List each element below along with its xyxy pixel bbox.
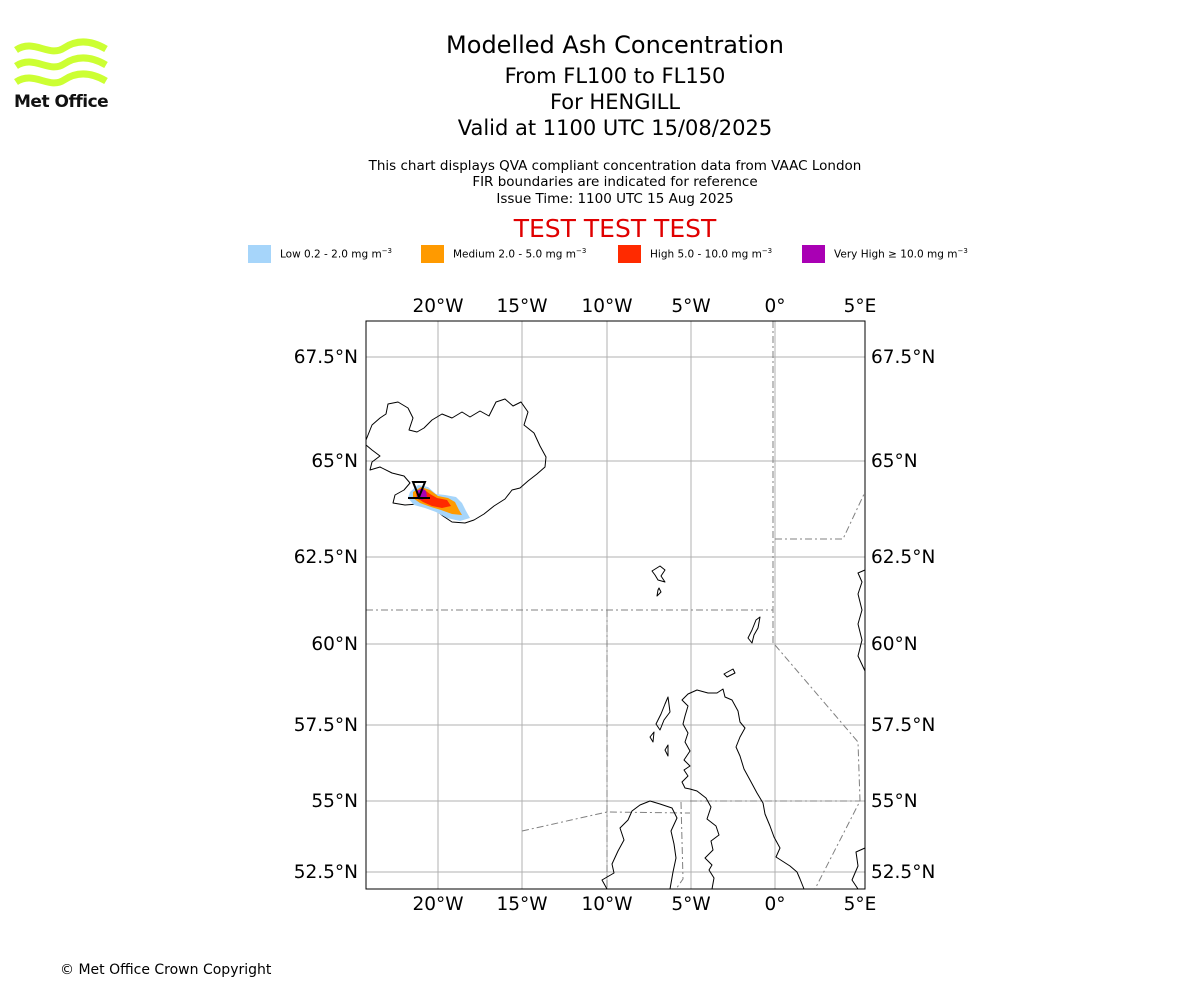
coast-orkney: [723, 668, 736, 678]
legend-item-medium: Medium 2.0 - 5.0 mg m−3: [421, 244, 586, 264]
chart-title: Modelled Ash Concentration: [446, 31, 784, 59]
lon-label-bottom-5w: 5°W: [671, 894, 710, 915]
coastlines: [365, 398, 866, 890]
lat-label-right-57-5n: 57.5°N: [871, 715, 935, 736]
lon-label-top-15w: 15°W: [496, 296, 547, 317]
lon-label-top-5e: 5°E: [844, 296, 877, 317]
met-office-logo: [14, 38, 108, 87]
coast-iceland: [365, 398, 547, 524]
coast-europe: [851, 847, 866, 890]
coast-shetland: [747, 616, 761, 644]
coast-faroe-islands: [651, 565, 666, 597]
lon-label-top-20w: 20°W: [412, 296, 463, 317]
lat-label-right-65n: 65°N: [871, 451, 918, 472]
lat-label-right-60n: 60°N: [871, 634, 918, 655]
legend-item-very-high: Very High ≥ 10.0 mg m−3: [802, 244, 968, 264]
lon-labels-bottom: 20°W 15°W 10°W 5°W 0° 5°E: [412, 894, 876, 915]
lon-label-bottom-20w: 20°W: [412, 894, 463, 915]
copyright-notice: © Met Office Crown Copyright: [60, 962, 272, 978]
lat-label-left-67-5n: 67.5°N: [294, 347, 358, 368]
volcano-name: For HENGILL: [549, 90, 681, 114]
lat-labels-left: 67.5°N 65°N 62.5°N 60°N 57.5°N 55°N 52.5…: [294, 347, 358, 883]
lat-label-right-67-5n: 67.5°N: [871, 347, 935, 368]
lat-label-left-60n: 60°N: [311, 634, 358, 655]
fir-boundary-irish: [675, 801, 684, 890]
legend-swatch-high: [618, 245, 641, 263]
fir-boundary-east: [774, 644, 861, 890]
lat-label-right-52-5n: 52.5°N: [871, 862, 935, 883]
legend-label-medium: Medium 2.0 - 5.0 mg m−3: [453, 247, 587, 261]
lat-label-left-65n: 65°N: [311, 451, 358, 472]
volcano-marker: [411, 481, 427, 500]
map-frame: [365, 320, 866, 890]
valid-time: Valid at 1100 UTC 15/08/2025: [457, 116, 773, 140]
lat-label-left-55n: 55°N: [311, 791, 358, 812]
lon-label-bottom-0: 0°: [764, 894, 785, 915]
lon-label-bottom-15w: 15°W: [496, 894, 547, 915]
graticule: [366, 321, 865, 889]
lon-label-bottom-10w: 10°W: [581, 894, 632, 915]
coast-norway: [857, 569, 866, 672]
ash-concentration-areas: [408, 485, 470, 521]
fir-boundary-northeast: [775, 491, 866, 540]
lat-label-right-55n: 55°N: [871, 791, 918, 812]
coast-hebrides: [649, 696, 671, 757]
fir-boundary-southwest: [521, 811, 691, 832]
lat-label-right-62-5n: 62.5°N: [871, 547, 935, 568]
legend-item-low: Low 0.2 - 2.0 mg m−3: [248, 244, 392, 264]
lon-labels-top: 20°W 15°W 10°W 5°W 0° 5°E: [412, 296, 876, 317]
lat-label-left-62-5n: 62.5°N: [294, 547, 358, 568]
lat-label-left-52-5n: 52.5°N: [294, 862, 358, 883]
flight-level-range: From FL100 to FL150: [504, 64, 726, 88]
legend-swatch-low: [248, 245, 271, 263]
lat-labels-right: 67.5°N 65°N 62.5°N 60°N 57.5°N 55°N 52.5…: [871, 347, 935, 883]
legend-swatch-medium: [421, 245, 444, 263]
lon-label-top-0: 0°: [764, 296, 785, 317]
legend-item-high: High 5.0 - 10.0 mg m−3: [618, 244, 772, 264]
fir-boundaries: [366, 321, 866, 890]
coast-great-britain: [681, 688, 805, 890]
issue-time: Issue Time: 1100 UTC 15 Aug 2025: [496, 191, 734, 207]
legend-label-low: Low 0.2 - 2.0 mg m−3: [280, 247, 393, 261]
legend-swatch-very-high: [802, 245, 825, 263]
lon-label-bottom-5e: 5°E: [844, 894, 877, 915]
legend-label-very-high: Very High ≥ 10.0 mg m−3: [834, 247, 968, 261]
test-banner: TEST TEST TEST: [513, 214, 717, 243]
lat-label-left-57-5n: 57.5°N: [294, 715, 358, 736]
logo-text: Met Office: [14, 92, 109, 112]
lon-label-top-10w: 10°W: [581, 296, 632, 317]
lon-label-top-5w: 5°W: [671, 296, 710, 317]
coast-ireland: [601, 800, 678, 890]
chart-note-fir: FIR boundaries are indicated for referen…: [472, 174, 758, 190]
chart-note-qva: This chart displays QVA compliant concen…: [368, 158, 862, 174]
legend-label-high: High 5.0 - 10.0 mg m−3: [650, 247, 773, 261]
